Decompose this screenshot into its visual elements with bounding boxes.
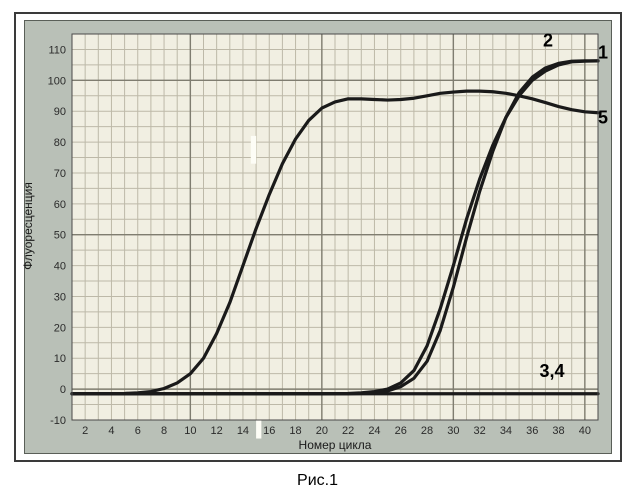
x-tick-label: 20 — [316, 425, 328, 437]
y-axis-label: Флуоресценция — [21, 146, 35, 306]
y-tick-label: 80 — [54, 137, 66, 149]
x-tick-label: 38 — [552, 425, 564, 437]
y-tick-label: 30 — [54, 291, 66, 303]
y-tick-label: 70 — [54, 168, 66, 180]
y-tick-label: 20 — [54, 322, 66, 334]
series-label: 2 — [543, 30, 553, 50]
x-tick-label: 22 — [342, 425, 354, 437]
y-tick-label: 0 — [60, 384, 66, 396]
x-tick-label: 26 — [395, 425, 407, 437]
x-tick-label: 40 — [579, 425, 591, 437]
series-label: 5 — [598, 108, 608, 128]
x-tick-label: 30 — [447, 425, 459, 437]
y-tick-label: 100 — [48, 75, 66, 87]
y-tick-label: 110 — [48, 44, 66, 56]
x-tick-label: 36 — [526, 425, 538, 437]
x-tick-label: 4 — [108, 425, 114, 437]
x-tick-label: 32 — [474, 425, 486, 437]
x-axis-label: Номер цикла — [72, 438, 598, 452]
x-tick-label: 6 — [135, 425, 141, 437]
series-label: 1 — [598, 43, 608, 63]
x-tick-label: 8 — [161, 425, 167, 437]
plot-area: 246810121416182022242628303234363840-100… — [38, 28, 634, 438]
x-tick-label: 18 — [289, 425, 301, 437]
x-tick-label: 16 — [263, 425, 275, 437]
x-tick-label: 12 — [211, 425, 223, 437]
x-tick-label: 2 — [82, 425, 88, 437]
y-tick-label: 40 — [54, 261, 66, 273]
y-tick-label: 50 — [54, 230, 66, 242]
x-tick-label: 34 — [500, 425, 512, 437]
white-speck-1 — [251, 136, 256, 164]
series-label: 3,4 — [539, 361, 564, 381]
x-tick-label: 14 — [237, 425, 249, 437]
x-tick-label: 10 — [184, 425, 196, 437]
y-tick-label: 90 — [54, 106, 66, 118]
y-tick-label: 60 — [54, 199, 66, 211]
y-tick-label: -10 — [50, 415, 66, 427]
figure-caption: Рис.1 — [0, 472, 635, 490]
x-tick-label: 28 — [421, 425, 433, 437]
white-speck-2 — [256, 420, 261, 439]
y-tick-label: 10 — [54, 353, 66, 365]
x-tick-label: 24 — [368, 425, 380, 437]
